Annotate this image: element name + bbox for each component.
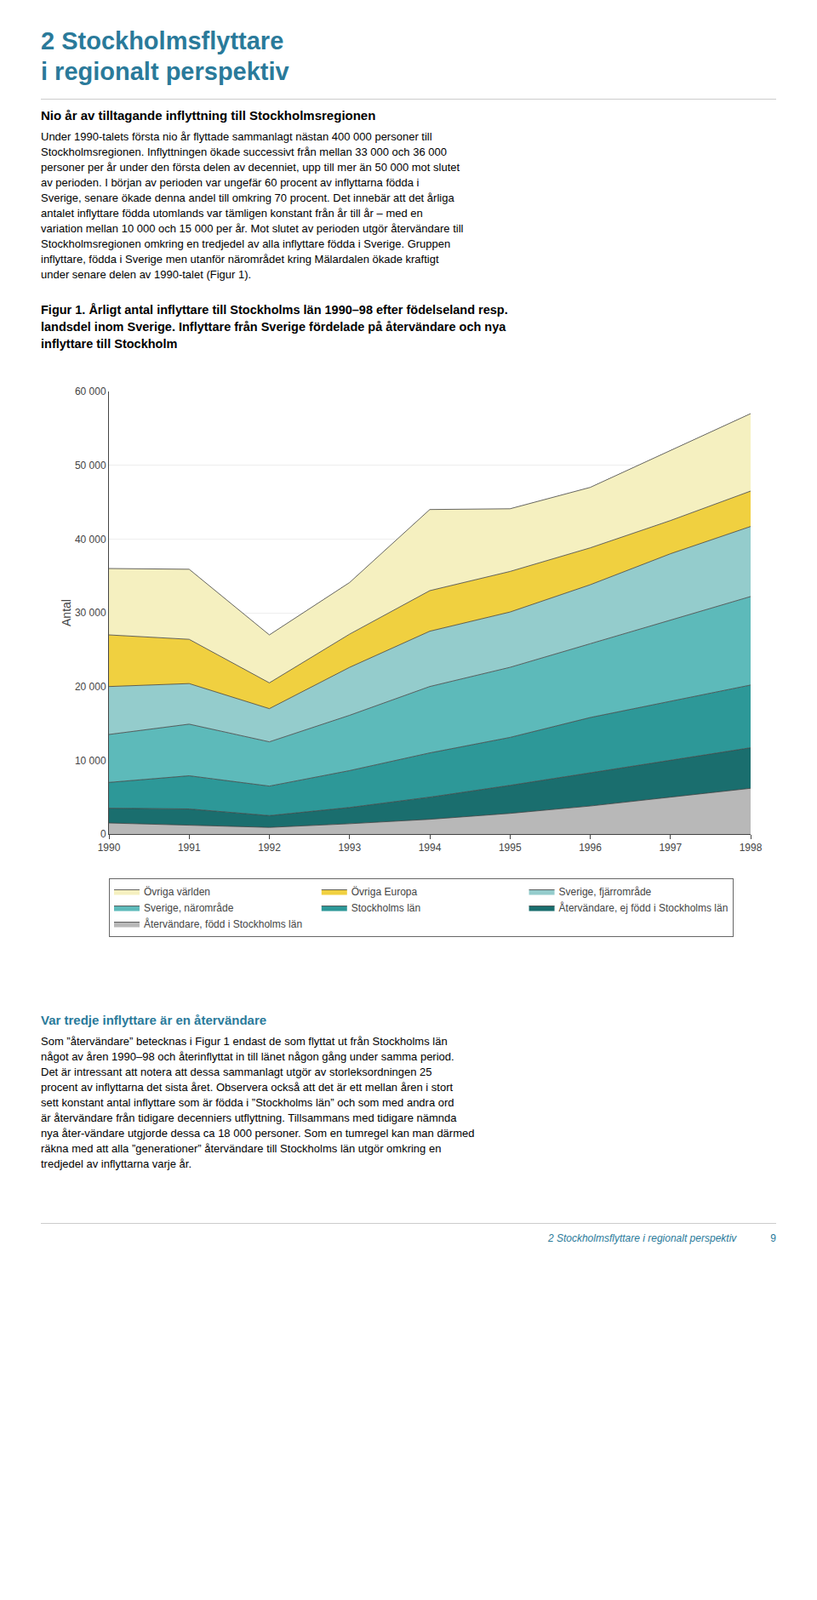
html-text:Stockholmsregionen omkring en: Stockholmsregionen omkring en tredjedel …: [40, 237, 451, 251]
html-text:variation mellan 10 000 och 15: variation mellan 10 000 och 15 000 per å…: [40, 222, 464, 235]
svg-text:1994: 1994: [418, 841, 442, 854]
html-text:Sverige, senare ökade denna an: Sverige, senare ökade denna andel till o…: [40, 191, 455, 205]
html-text:Var tredje inflyttare är en åt: Var tredje inflyttare är en återvändare: [40, 1012, 267, 1028]
svg-text:1990: 1990: [97, 841, 121, 854]
svg-text:Återvändare, född i Stockholms: Återvändare, född i Stockholms län: [143, 917, 303, 931]
html-text:tredjedel av inflyttarna varje: tredjedel av inflyttarna varje år.: [40, 1157, 192, 1171]
html-text:2 Stockholmsflyttare: 2 Stockholmsflyttare: [40, 27, 284, 55]
html-text:Under 1990-talets första nio å: Under 1990-talets första nio år flyttade…: [40, 130, 432, 143]
html-text:av perioden. I början av perio: av perioden. I början av perioden var un…: [40, 176, 420, 189]
html-text:under senare delen av 1990-tal: under senare delen av 1990-talet (Figur …: [40, 268, 252, 281]
html-text:landsdel inom Sverige. Inflytt: landsdel inom Sverige. Inflyttare från S…: [40, 319, 506, 334]
svg-text:1997: 1997: [658, 841, 682, 854]
svg-text:1996: 1996: [578, 841, 602, 854]
svg-text:1993: 1993: [337, 841, 361, 854]
html-text:är återvändare från tidigare d: är återvändare från tidigare decenniers …: [40, 1111, 457, 1125]
svg-text:30 000: 30 000: [74, 606, 107, 619]
html-text:9: 9: [770, 1232, 777, 1245]
html-text:i regionalt perspektiv: i regionalt perspektiv: [40, 57, 290, 86]
html-text:procent av inflyttarna det sis: procent av inflyttarna det sista året. O…: [40, 1080, 453, 1094]
html-text:Det är intressant att notera a: Det är intressant att notera att dessa s…: [40, 1065, 432, 1079]
svg-text:Stockholms län: Stockholms län: [351, 902, 421, 915]
html-text:Nio år av tilltagande inflyttn: Nio år av tilltagande inflyttning till S…: [40, 108, 376, 123]
html-text:Som ”återvändare” betecknas i: Som ”återvändare” betecknas i Figur 1 en…: [40, 1034, 448, 1048]
svg-text:20 000: 20 000: [74, 680, 107, 693]
svg-text:Återvändare, ej född i Stockho: Återvändare, ej född i Stockholms län: [559, 901, 729, 915]
html-text:2 Stockholmsflyttare i regiona: 2 Stockholmsflyttare i regionalt perspek…: [547, 1232, 737, 1245]
html-text:inflyttare, födda i Sverige me: inflyttare, födda i Sverige men utanför …: [40, 252, 439, 266]
html-text:Stockholmsregionen. Inflyttnin: Stockholmsregionen. Inflyttningen ökade …: [40, 145, 447, 159]
svg-text:10 000: 10 000: [74, 754, 107, 767]
svg-text:40 000: 40 000: [74, 533, 107, 546]
html-text:antalet inflyttare födda utoml: antalet inflyttare födda utomlands var t…: [40, 206, 423, 220]
svg-text:Antal: Antal: [59, 599, 74, 627]
svg-text:1995: 1995: [498, 841, 522, 854]
svg-text:Sverige, fjärrområde: Sverige, fjärrområde: [559, 885, 652, 898]
svg-text:1998: 1998: [739, 841, 763, 854]
html-text:inflyttare till Stockholm: inflyttare till Stockholm: [40, 337, 178, 351]
svg-text:Sverige, närområde: Sverige, närområde: [143, 902, 235, 915]
svg-text:Övriga världen: Övriga världen: [143, 885, 211, 898]
svg-text:50 000: 50 000: [74, 459, 107, 472]
html-text:sett konstant antal inflyttare: sett konstant antal inflyttare som är fö…: [40, 1096, 455, 1109]
svg-text:Övriga Europa: Övriga Europa: [351, 885, 418, 898]
html-text:personer per år under den förs: personer per år under den första delen a…: [40, 160, 460, 174]
svg-text:1992: 1992: [257, 841, 281, 854]
html-text:nya åter-vändare utgjorde dess: nya åter-vändare utgjorde dessa ca 18 00…: [40, 1126, 475, 1140]
svg-text:0: 0: [100, 828, 107, 840]
html-text:räkna med att alla ”generation: räkna med att alla ”generationer” återvä…: [40, 1142, 442, 1155]
html-text:något av åren 1990–98 och åter: något av åren 1990–98 och återinflyttat …: [40, 1050, 455, 1063]
svg-text:1991: 1991: [177, 841, 201, 854]
svg-text:60 000: 60 000: [74, 385, 107, 398]
html-text:Figur 1. Årligt antal inflytta: Figur 1. Årligt antal inflyttare till St…: [40, 302, 508, 317]
